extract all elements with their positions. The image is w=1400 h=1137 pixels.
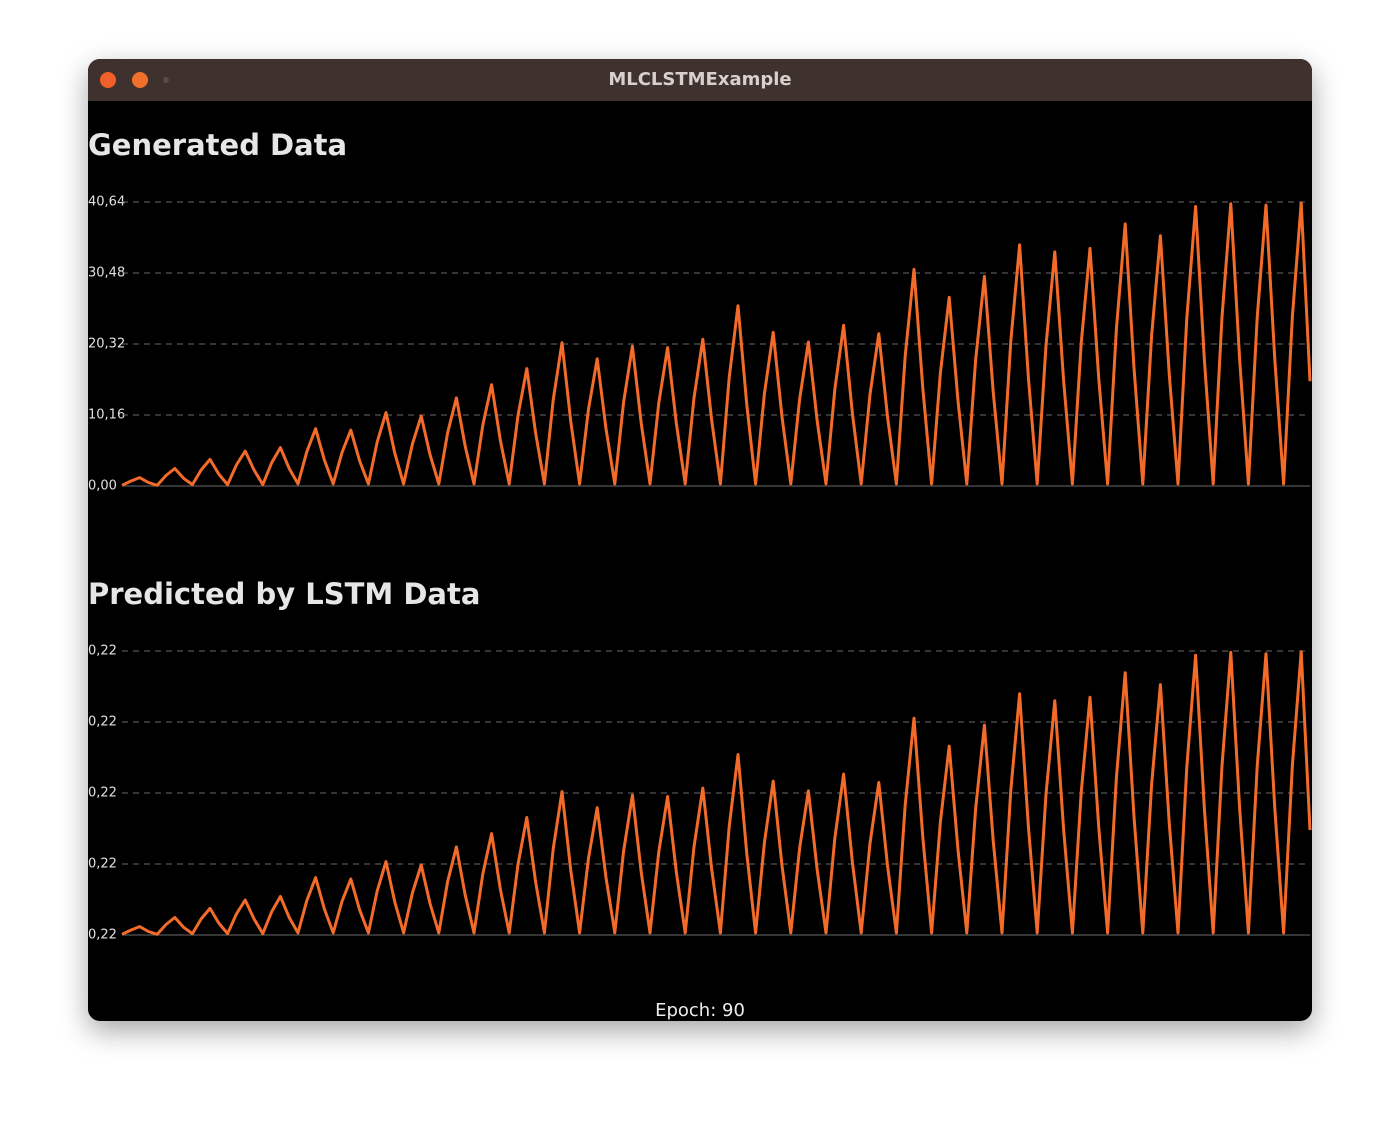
y-tick-label: 0,22 <box>88 857 117 872</box>
chart-title: Predicted by LSTM Data <box>88 577 480 611</box>
y-tick-label: 30,48 <box>88 266 125 281</box>
data-line <box>121 201 1312 487</box>
minimize-button[interactable] <box>132 72 148 88</box>
y-tick-label: 40,64 <box>88 195 125 210</box>
chart-title: Generated Data <box>88 128 347 162</box>
y-tick-label: 0,22 <box>88 786 117 801</box>
y-tick-label: 10,16 <box>88 408 125 423</box>
data-line <box>121 650 1312 936</box>
y-tick-label: 0,00 <box>88 479 117 494</box>
close-button[interactable] <box>100 72 116 88</box>
title-bar <box>88 59 1312 101</box>
y-tick-label: 0,22 <box>88 928 117 943</box>
zoom-button[interactable] <box>163 77 169 83</box>
epoch-label: Epoch: 90 <box>655 1000 745 1021</box>
window <box>88 59 1312 1021</box>
y-tick-label: 0,22 <box>88 644 117 659</box>
y-tick-label: 0,22 <box>88 715 117 730</box>
window-title: MLCLSTMExample <box>608 69 791 90</box>
y-tick-label: 20,32 <box>88 337 125 352</box>
